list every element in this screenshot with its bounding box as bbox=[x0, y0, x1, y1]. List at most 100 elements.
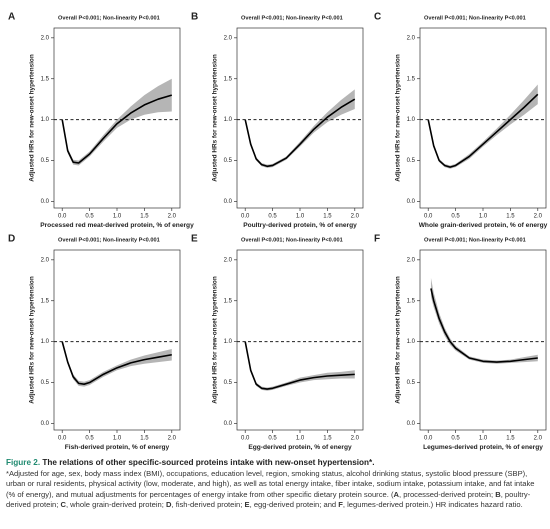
panel-letter: A bbox=[8, 12, 15, 23]
caption-text: , fish-derived protein; bbox=[171, 499, 245, 509]
y-tick-label: 0.0 bbox=[41, 421, 50, 427]
x-tick-label: 1.0 bbox=[479, 436, 488, 442]
panel-letter: C bbox=[374, 12, 381, 23]
panel-letter: D bbox=[8, 234, 15, 245]
y-tick-label: 2.0 bbox=[41, 257, 50, 263]
caption-text: A bbox=[393, 489, 399, 499]
y-tick-label: 1.0 bbox=[407, 339, 416, 345]
caption: Figure 2. The relations of other specifi… bbox=[6, 458, 544, 510]
y-tick-label: 0.0 bbox=[407, 421, 416, 427]
y-tick-label: 0.5 bbox=[407, 158, 416, 164]
x-tick-label: 2.0 bbox=[534, 214, 543, 220]
x-tick-label: 1.0 bbox=[479, 214, 488, 220]
x-tick-label: 0.5 bbox=[85, 436, 94, 442]
x-axis-label: Egg-derived protein, % of energy bbox=[248, 444, 352, 451]
y-tick-label: 2.0 bbox=[224, 35, 233, 41]
plot-frame bbox=[53, 249, 181, 431]
caption-text: , poultry-derived protein; bbox=[6, 489, 531, 509]
hr-line bbox=[61, 341, 172, 385]
y-tick-label: 0.5 bbox=[224, 380, 233, 386]
y-axis-label: Adjusted HRs for new-onset hypertension bbox=[212, 54, 219, 182]
confidence-band bbox=[430, 277, 538, 364]
panel-letter: B bbox=[191, 12, 198, 23]
y-tick-label: 0.5 bbox=[224, 158, 233, 164]
y-axis-label: Adjusted HRs for new-onset hypertension bbox=[395, 54, 402, 182]
caption-text: , legumes-derived protein.) HR indicates… bbox=[342, 499, 523, 509]
y-tick-label: 2.0 bbox=[407, 35, 416, 41]
plot-frame bbox=[419, 249, 547, 431]
x-tick-label: 1.0 bbox=[113, 214, 122, 220]
x-tick-label: 0.0 bbox=[241, 436, 250, 442]
y-tick-label: 2.0 bbox=[224, 257, 233, 263]
confidence-band bbox=[62, 78, 172, 166]
x-tick-label: 2.0 bbox=[351, 214, 360, 220]
x-tick-label: 0.0 bbox=[241, 214, 250, 220]
x-axis-label: Poultry-derived protein, % of energy bbox=[243, 222, 357, 229]
x-tick-label: 0.0 bbox=[424, 436, 433, 442]
y-tick-label: 0.0 bbox=[224, 421, 233, 427]
y-tick-label: 1.5 bbox=[41, 298, 50, 304]
y-tick-label: 1.0 bbox=[41, 117, 50, 123]
hr-line bbox=[427, 93, 539, 168]
x-tick-label: 1.0 bbox=[296, 214, 305, 220]
y-tick-label: 1.5 bbox=[224, 298, 233, 304]
confidence-band bbox=[428, 84, 538, 169]
x-tick-label: 0.5 bbox=[451, 436, 460, 442]
x-axis-label: Processed red meat-derived protein, % of… bbox=[40, 222, 194, 229]
annotation: Overall P<0.001; Non-linearity P<0.001 bbox=[241, 15, 343, 21]
y-tick-label: 2.0 bbox=[41, 35, 50, 41]
y-axis-label: Adjusted HRs for new-onset hypertension bbox=[29, 54, 36, 182]
y-tick-label: 0.5 bbox=[407, 380, 416, 386]
confidence-band bbox=[245, 89, 355, 168]
panel-letter: E bbox=[191, 234, 198, 245]
x-tick-label: 2.0 bbox=[168, 436, 177, 442]
y-axis-label: Adjusted HRs for new-onset hypertension bbox=[395, 276, 402, 404]
y-tick-label: 1.5 bbox=[407, 76, 416, 82]
x-tick-label: 0.5 bbox=[268, 436, 277, 442]
y-tick-label: 0.5 bbox=[41, 158, 50, 164]
y-tick-label: 1.0 bbox=[224, 339, 233, 345]
hr-line bbox=[244, 98, 356, 168]
hr-line bbox=[430, 288, 538, 363]
caption-body: *Adjusted for age, sex, body mass index … bbox=[6, 469, 544, 510]
panel-letter: F bbox=[374, 234, 380, 245]
caption-title: The relations of other specific-sourced … bbox=[42, 458, 375, 467]
figure: A Overall P<0.001; Non-linearity P<0.001 0… bbox=[8, 12, 548, 451]
plot-frame bbox=[419, 27, 547, 209]
x-tick-label: 0.0 bbox=[424, 214, 433, 220]
caption-text: D bbox=[166, 499, 172, 509]
plot-frame bbox=[53, 27, 181, 209]
x-axis-label: Fish-derived protein, % of energy bbox=[65, 444, 170, 451]
y-axis-label: Adjusted HRs for new-onset hypertension bbox=[29, 276, 36, 404]
annotation: Overall P<0.001; Non-linearity P<0.001 bbox=[241, 237, 343, 243]
caption-text: F bbox=[338, 499, 343, 509]
x-tick-label: 2.0 bbox=[351, 436, 360, 442]
x-axis-label: Legumes-derived protein, % of energy bbox=[423, 444, 543, 451]
caption-text: E bbox=[244, 499, 250, 509]
caption-text: *Adjusted for age, sex, body mass index … bbox=[6, 469, 535, 499]
x-tick-label: 2.0 bbox=[534, 436, 543, 442]
x-tick-label: 0.0 bbox=[58, 436, 67, 442]
caption-text: C bbox=[60, 499, 66, 509]
y-tick-label: 1.0 bbox=[224, 117, 233, 123]
y-tick-label: 1.0 bbox=[407, 117, 416, 123]
y-tick-label: 1.0 bbox=[41, 339, 50, 345]
y-tick-label: 0.5 bbox=[41, 380, 50, 386]
x-tick-label: 1.5 bbox=[140, 436, 149, 442]
hr-line bbox=[244, 341, 355, 390]
y-tick-label: 0.0 bbox=[407, 199, 416, 205]
x-axis-label: Whole grain-derived protein, % of energy bbox=[419, 222, 548, 229]
caption-text: , egg-derived protein; and bbox=[249, 499, 339, 509]
x-tick-label: 1.0 bbox=[296, 436, 305, 442]
confidence-band bbox=[245, 340, 355, 391]
x-tick-label: 0.5 bbox=[451, 214, 460, 220]
plot-frame bbox=[236, 249, 364, 431]
caption-text: , processed-derived protein; bbox=[398, 489, 496, 499]
y-tick-label: 0.0 bbox=[224, 199, 233, 205]
x-tick-label: 1.5 bbox=[323, 214, 332, 220]
hr-line bbox=[61, 94, 173, 164]
x-tick-label: 0.0 bbox=[58, 214, 67, 220]
x-tick-label: 0.5 bbox=[268, 214, 277, 220]
figure-label: Figure 2. bbox=[6, 458, 41, 467]
y-tick-label: 2.0 bbox=[407, 257, 416, 263]
